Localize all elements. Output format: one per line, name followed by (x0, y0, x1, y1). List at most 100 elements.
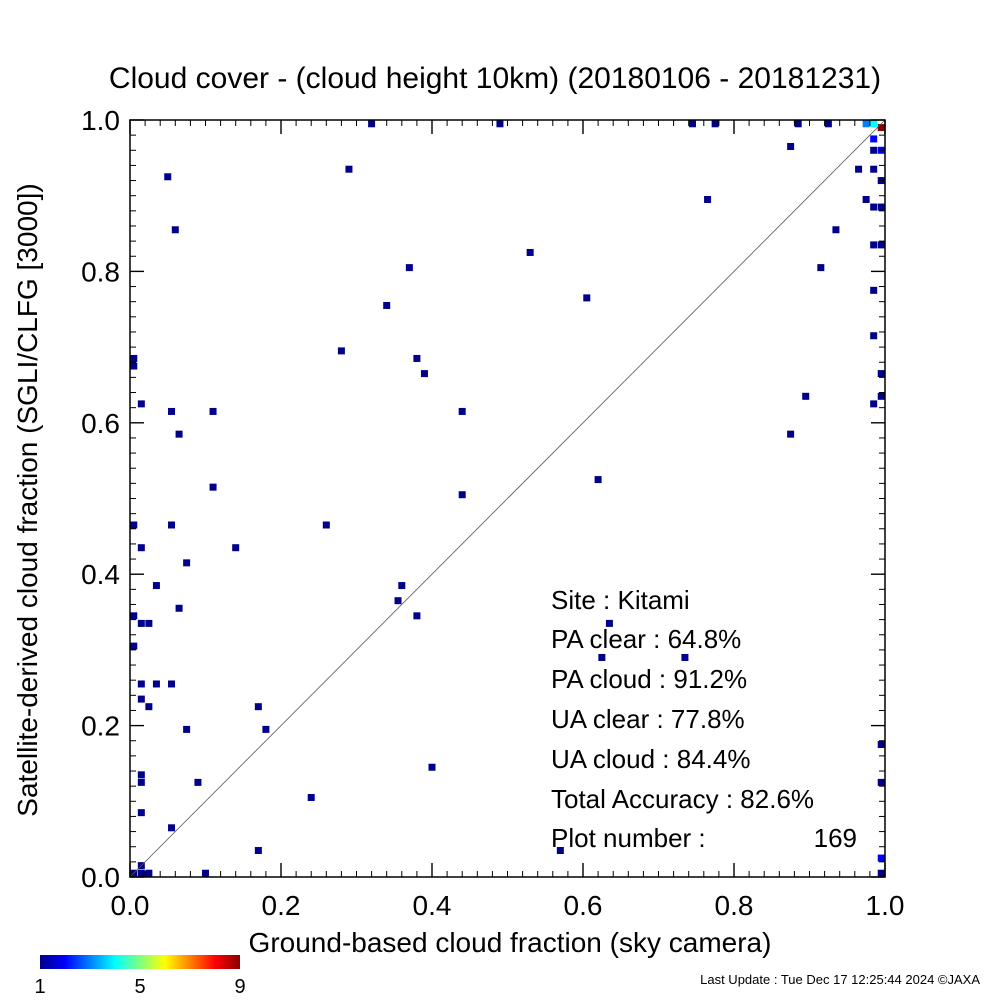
data-point (877, 869, 885, 877)
data-point (145, 703, 153, 711)
data-point (704, 195, 712, 203)
stat-plot-number-label: Plot number : (551, 823, 706, 853)
data-point (877, 203, 885, 211)
data-point (794, 120, 802, 128)
y-tick-label: 0.2 (81, 711, 120, 742)
data-point (152, 582, 160, 590)
data-point (254, 703, 262, 711)
data-point (171, 226, 179, 234)
x-tick-label: 0.8 (715, 890, 754, 921)
data-point (870, 120, 878, 128)
data-point (137, 771, 145, 779)
data-point (681, 653, 689, 661)
data-point (145, 869, 153, 877)
x-tick-label: 0.6 (564, 890, 603, 921)
data-point (870, 146, 878, 154)
ticks-layer: 0.0 0.2 0.4 0.6 0.8 1.0 0.0 0.2 0.4 0.6 0.8 1.0 (81, 105, 904, 921)
data-point (137, 809, 145, 817)
data-point (598, 653, 606, 661)
data-point (137, 778, 145, 786)
data-point (877, 124, 885, 132)
stat-pa-clear: PA clear : 64.8% (551, 624, 741, 654)
data-point (137, 619, 145, 627)
data-point (862, 120, 870, 128)
data-point (168, 407, 176, 415)
data-point (877, 241, 885, 249)
x-tick-label: 0.0 (111, 890, 150, 921)
stat-plot-number-value: 169 (814, 823, 857, 853)
x-axis-label: Ground-based cloud fraction (sky camera) (249, 927, 772, 958)
colorbar (40, 955, 240, 969)
data-point (458, 491, 466, 499)
data-point (870, 241, 878, 249)
x-tick-label: 1.0 (866, 890, 905, 921)
data-point (209, 407, 217, 415)
data-point (594, 476, 602, 484)
stats-box: Site : Kitami PA clear : 64.8% PA cloud … (551, 585, 857, 853)
diagonal-line (129, 119, 886, 878)
y-tick-label: 0.8 (81, 256, 120, 287)
data-point (137, 544, 145, 552)
data-point (262, 725, 270, 733)
data-point (232, 544, 240, 552)
y-tick-label: 1.0 (81, 105, 120, 136)
data-point (383, 301, 391, 309)
y-tick-label: 0.4 (81, 559, 120, 590)
data-point (877, 370, 885, 378)
data-point (168, 680, 176, 688)
data-point (877, 741, 885, 749)
data-point (824, 120, 832, 128)
data-point (583, 294, 591, 302)
data-point (168, 521, 176, 529)
data-point (254, 847, 262, 855)
stat-site: Site : Kitami (551, 585, 690, 615)
x-tick-label: 0.2 (262, 890, 301, 921)
data-point (817, 264, 825, 272)
data-point (496, 120, 504, 128)
data-point (137, 695, 145, 703)
colorbar-tick-label: 9 (234, 976, 245, 998)
data-point (394, 597, 402, 605)
data-point (175, 604, 183, 612)
data-point (877, 778, 885, 786)
stat-total-accuracy: Total Accuracy : 82.6% (551, 784, 814, 814)
stat-ua-cloud: UA cloud : 84.4% (551, 744, 750, 774)
data-point (337, 347, 345, 355)
data-point (428, 763, 436, 771)
stat-ua-clear: UA clear : 77.8% (551, 704, 745, 734)
data-point (870, 400, 878, 408)
data-point (398, 582, 406, 590)
y-tick-label: 0.0 (81, 862, 120, 893)
data-point (345, 165, 353, 173)
data-point (130, 521, 138, 529)
data-point (137, 680, 145, 688)
data-point (130, 354, 138, 362)
x-tick-label: 0.4 (413, 890, 452, 921)
data-point (877, 854, 885, 862)
data-point (870, 203, 878, 211)
data-point (870, 286, 878, 294)
data-point (130, 362, 138, 370)
data-point (183, 725, 191, 733)
colorbar-tick-label: 5 (134, 976, 145, 998)
data-point (168, 824, 176, 832)
chart-title: Cloud cover - (cloud height 10km) (20180… (109, 62, 881, 95)
data-point (152, 680, 160, 688)
data-point (130, 642, 138, 650)
data-point (194, 778, 202, 786)
data-point (137, 400, 145, 408)
data-point (130, 612, 138, 620)
data-point (605, 619, 613, 627)
data-point (322, 521, 330, 529)
data-point (832, 226, 840, 234)
data-point (526, 248, 534, 256)
last-update: Last Update : Tue Dec 17 12:25:44 2024 ©… (700, 972, 980, 987)
data-point (870, 332, 878, 340)
data-point (307, 794, 315, 802)
data-point (787, 142, 795, 150)
data-point (802, 392, 810, 400)
data-point (175, 430, 183, 438)
colorbar-tick-label: 1 (34, 976, 45, 998)
data-point (711, 120, 719, 128)
data-point (870, 165, 878, 173)
